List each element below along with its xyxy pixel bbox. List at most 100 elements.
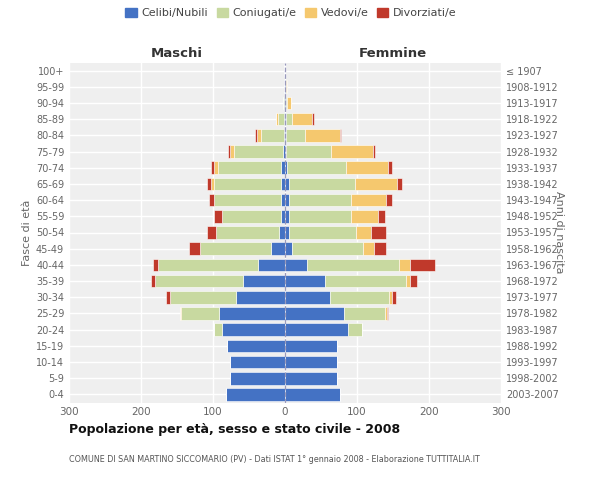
Bar — [371, 226, 386, 239]
Bar — [286, 129, 305, 141]
Bar — [284, 80, 285, 93]
Bar — [234, 145, 283, 158]
Bar — [307, 258, 399, 271]
Bar — [277, 113, 278, 126]
Bar — [385, 307, 386, 320]
Text: COMUNE DI SAN MARTINO SICCOMARIO (PV) - Dati ISTAT 1° gennaio 2008 - Elaborazion: COMUNE DI SAN MARTINO SICCOMARIO (PV) - … — [69, 455, 480, 464]
Bar — [289, 178, 355, 190]
Bar — [389, 291, 392, 304]
Bar — [386, 194, 392, 206]
Text: Femmine: Femmine — [359, 47, 427, 60]
Bar — [230, 356, 285, 368]
Bar — [374, 242, 386, 255]
Bar — [285, 291, 329, 304]
Bar — [219, 307, 285, 320]
Bar — [289, 210, 351, 222]
Bar — [292, 242, 363, 255]
Bar — [285, 388, 340, 400]
Bar — [284, 96, 285, 110]
Bar — [292, 113, 313, 126]
Bar — [214, 324, 223, 336]
Bar — [285, 372, 337, 384]
Bar — [285, 226, 289, 239]
Bar — [281, 162, 285, 174]
Bar — [355, 178, 397, 190]
Bar — [207, 226, 216, 239]
Bar — [289, 194, 351, 206]
Bar — [399, 258, 410, 271]
Bar — [388, 162, 392, 174]
Bar — [329, 291, 389, 304]
Bar — [180, 307, 181, 320]
Bar — [305, 129, 340, 141]
Bar — [206, 178, 211, 190]
Bar — [279, 226, 285, 239]
Bar — [286, 96, 287, 110]
Bar — [230, 145, 234, 158]
Bar — [287, 162, 346, 174]
Bar — [285, 307, 344, 320]
Bar — [285, 178, 289, 190]
Bar — [281, 210, 285, 222]
Bar — [214, 178, 281, 190]
Bar — [325, 275, 406, 287]
Bar — [363, 242, 374, 255]
Bar — [230, 372, 285, 384]
Bar — [285, 242, 292, 255]
Bar — [289, 226, 356, 239]
Bar — [284, 129, 285, 141]
Bar — [214, 194, 281, 206]
Bar — [281, 194, 285, 206]
Bar — [313, 113, 314, 126]
Bar — [284, 113, 285, 126]
Bar — [351, 210, 378, 222]
Bar — [278, 113, 284, 126]
Bar — [344, 307, 385, 320]
Bar — [158, 258, 257, 271]
Bar — [260, 129, 284, 141]
Bar — [285, 96, 286, 110]
Bar — [386, 307, 388, 320]
Bar — [285, 356, 337, 368]
Bar — [347, 324, 362, 336]
Bar — [170, 291, 236, 304]
Bar — [283, 145, 285, 158]
Bar — [151, 275, 155, 287]
Bar — [283, 96, 284, 110]
Bar — [214, 210, 221, 222]
Bar — [211, 162, 214, 174]
Bar — [216, 226, 279, 239]
Bar — [200, 242, 271, 255]
Bar — [331, 145, 373, 158]
Bar — [223, 324, 285, 336]
Bar — [410, 275, 417, 287]
Bar — [351, 194, 386, 206]
Bar — [285, 129, 286, 141]
Bar — [410, 258, 435, 271]
Text: Popolazione per età, sesso e stato civile - 2008: Popolazione per età, sesso e stato civil… — [69, 422, 400, 436]
Bar — [271, 242, 285, 255]
Bar — [285, 340, 337, 352]
Bar — [356, 226, 371, 239]
Y-axis label: Fasce di età: Fasce di età — [22, 200, 32, 266]
Bar — [392, 291, 396, 304]
Bar — [285, 162, 287, 174]
Bar — [228, 145, 230, 158]
Bar — [285, 258, 307, 271]
Bar — [243, 275, 285, 287]
Bar — [285, 194, 289, 206]
Bar — [189, 242, 200, 255]
Bar — [373, 145, 375, 158]
Bar — [346, 162, 388, 174]
Bar — [285, 324, 347, 336]
Bar — [285, 145, 286, 158]
Bar — [155, 275, 243, 287]
Bar — [284, 64, 285, 77]
Bar — [257, 258, 285, 271]
Bar — [209, 194, 214, 206]
Bar — [286, 80, 287, 93]
Text: Maschi: Maschi — [151, 47, 203, 60]
Bar — [285, 210, 289, 222]
Bar — [221, 210, 281, 222]
Bar — [257, 129, 260, 141]
